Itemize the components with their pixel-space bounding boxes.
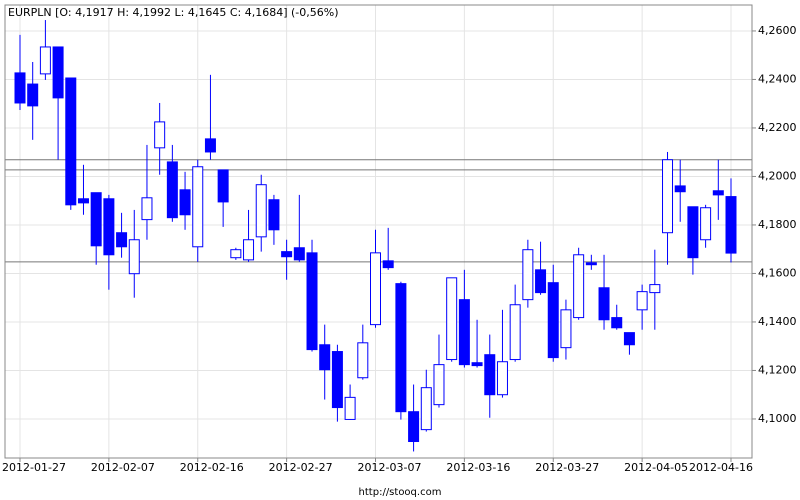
candle-body xyxy=(141,197,153,221)
footer: http://stooq.com xyxy=(359,487,442,498)
candle-body xyxy=(166,161,178,219)
candle-body xyxy=(433,364,445,406)
candle-body xyxy=(370,252,381,326)
y-tick-label: 4,1600 xyxy=(758,266,797,279)
candle-body xyxy=(395,283,407,413)
x-tick-label: 2012-04-16 xyxy=(689,461,753,474)
candle-body xyxy=(484,354,496,396)
candle-body xyxy=(585,262,597,266)
y-tick-label: 4,1200 xyxy=(758,363,797,376)
candle-body xyxy=(623,332,635,346)
candle-body xyxy=(636,291,648,311)
candle-body xyxy=(103,198,115,256)
plot-frame xyxy=(4,4,753,459)
candle-body xyxy=(496,361,508,396)
candle-body xyxy=(154,121,166,149)
marks xyxy=(5,20,752,452)
candle-body xyxy=(255,184,267,238)
candle-body xyxy=(14,72,26,104)
candle-body xyxy=(408,411,420,443)
candle-body xyxy=(90,192,102,247)
candle-body xyxy=(649,284,661,294)
candle-body xyxy=(573,254,585,319)
candle-body xyxy=(522,249,534,301)
candle-body xyxy=(458,299,470,366)
x-tick-label: 2012-02-16 xyxy=(180,461,244,474)
candle-body xyxy=(446,277,458,361)
x-tick-label: 2012-03-16 xyxy=(446,461,510,474)
y-tick-label: 4,2000 xyxy=(758,169,797,182)
candle-body xyxy=(611,317,623,329)
candle-body xyxy=(306,252,318,351)
candle-body xyxy=(27,83,39,107)
candle-body xyxy=(662,159,674,234)
candle-body xyxy=(293,247,305,261)
x-tick-label: 2012-02-27 xyxy=(269,461,333,474)
candle-body xyxy=(344,396,356,420)
candle-body xyxy=(687,206,699,259)
candle-body xyxy=(230,249,242,259)
candle-body xyxy=(77,198,89,204)
candle-body xyxy=(65,77,77,206)
candle-body xyxy=(39,46,51,75)
x-tick-label: 2012-03-07 xyxy=(358,461,422,474)
y-tick-label: 4,2400 xyxy=(758,72,797,85)
candle-body xyxy=(116,232,128,248)
candle-body xyxy=(128,239,140,275)
candle-body xyxy=(268,199,280,231)
candle-body xyxy=(471,362,483,367)
candle-body xyxy=(674,185,686,193)
y-tick-label: 4,1000 xyxy=(758,412,797,425)
candle-body xyxy=(281,251,293,258)
candle-body xyxy=(243,239,255,261)
candle-body xyxy=(319,344,331,371)
candle-body xyxy=(420,387,432,431)
candle-body xyxy=(192,166,204,248)
candle-body xyxy=(598,287,610,321)
y-tick-label: 4,1800 xyxy=(758,218,797,231)
y-tick-label: 4,2600 xyxy=(758,24,797,37)
candle-body xyxy=(204,138,216,153)
chart-title: EURPLN [O: 4,1917 H: 4,1992 L: 4,1645 C:… xyxy=(8,6,339,19)
candle-body xyxy=(547,282,559,359)
candle-body xyxy=(382,260,394,269)
candle-body xyxy=(700,207,712,241)
candle-body xyxy=(357,342,369,379)
candle-body xyxy=(712,190,724,196)
candle-body xyxy=(331,351,343,409)
x-tick-label: 2012-02-07 xyxy=(91,461,155,474)
candle-body xyxy=(52,46,64,99)
candle-body xyxy=(560,309,572,349)
y-tick-label: 4,1400 xyxy=(758,315,797,328)
candle-body xyxy=(535,269,547,294)
x-tick-label: 2012-03-27 xyxy=(535,461,599,474)
x-tick-label: 2012-04-05 xyxy=(624,461,688,474)
candle-body xyxy=(217,169,229,203)
y-tick-label: 4,2200 xyxy=(758,121,797,134)
candle-body xyxy=(725,196,737,254)
x-tick-label: 2012-01-27 xyxy=(2,461,66,474)
candle-body xyxy=(179,189,191,216)
candle-body xyxy=(509,304,521,361)
